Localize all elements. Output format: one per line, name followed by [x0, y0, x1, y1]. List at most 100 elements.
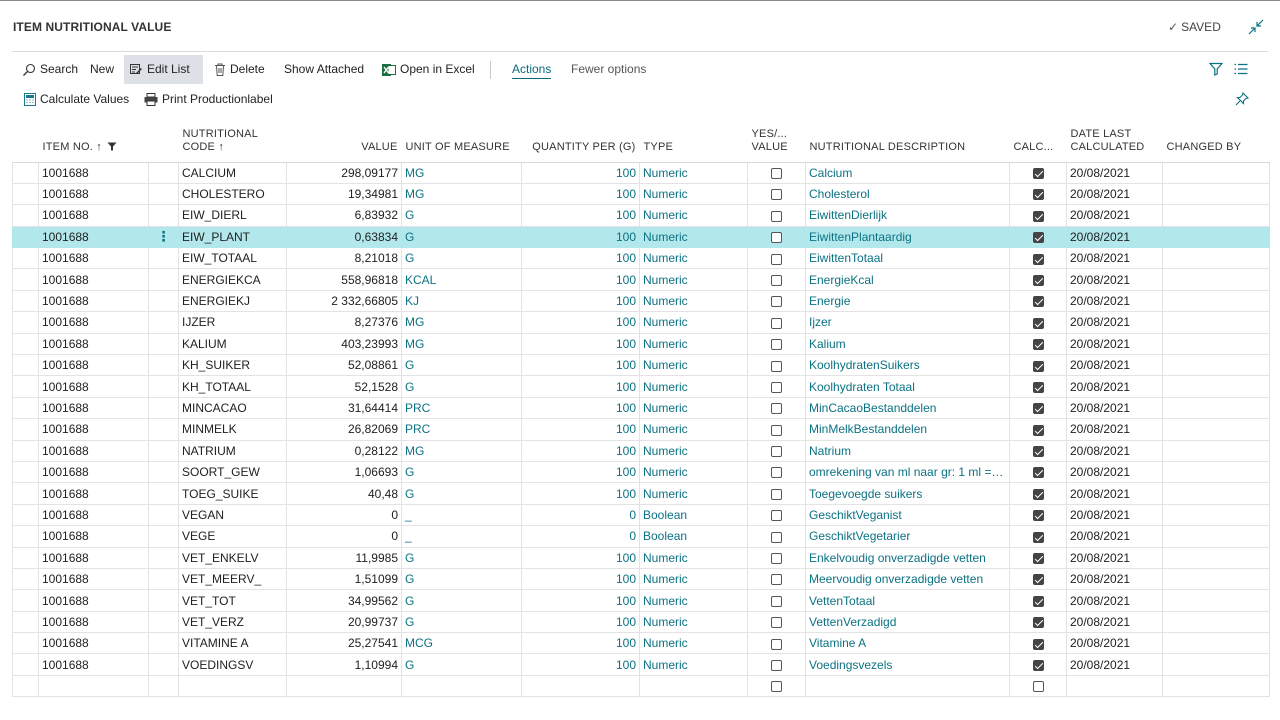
nutritional-code-cell[interactable]: MINMELK	[178, 418, 287, 441]
changed-by-cell[interactable]	[1162, 439, 1270, 462]
nutritional-code-cell[interactable]: ENERGIEKJ	[178, 289, 287, 313]
quantity-per-cell[interactable]: 100	[521, 375, 640, 398]
row-selector[interactable]	[12, 610, 39, 634]
changed-by-cell[interactable]	[1162, 375, 1270, 398]
changed-by-cell[interactable]	[1162, 289, 1270, 313]
item-no-cell[interactable]: 1001688	[38, 204, 149, 227]
nutritional-code-cell[interactable]: VET_VERZ	[178, 610, 287, 634]
quantity-per-cell[interactable]: 100	[521, 567, 640, 591]
item-no-cell[interactable]: 1001688	[38, 589, 149, 612]
item-no-cell[interactable]: 1001688	[38, 632, 149, 655]
row-menu-cell[interactable]	[148, 311, 179, 334]
nutritional-description-cell[interactable]: EiwittenTotaal	[805, 247, 1010, 270]
table-row[interactable]: 1001688 VITAMINE A 25,27541 MCG 100 Numeric Vi…	[12, 632, 1270, 655]
value-cell[interactable]: 0,28122	[286, 439, 402, 462]
row-selector[interactable]	[12, 311, 39, 334]
unit-of-measure-cell[interactable]: G	[401, 567, 522, 591]
table-row[interactable]: 1001688 IJZER 8,27376 MG 100 Numeric Ijzer 20/0…	[12, 311, 1270, 334]
table-row[interactable]: 1001688 VET_VERZ 20,99737 G 100 Numeric Vetten…	[12, 610, 1270, 634]
value-cell[interactable]: 31,64414	[286, 396, 402, 420]
row-selector[interactable]	[12, 439, 39, 462]
changed-by-cell[interactable]	[1162, 653, 1270, 676]
yes-no-checkbox[interactable]	[771, 317, 782, 329]
value-cell[interactable]: 403,23993	[286, 332, 402, 356]
quantity-per-cell[interactable]: 100	[521, 589, 640, 612]
value-cell[interactable]: 0	[286, 525, 402, 548]
unit-of-measure-cell[interactable]: MG	[401, 332, 522, 356]
row-selector[interactable]	[12, 525, 39, 548]
type-cell[interactable]: Numeric	[639, 289, 748, 313]
calculated-checkbox[interactable]	[1032, 360, 1044, 372]
calculated-checkbox[interactable]	[1032, 232, 1044, 244]
value-cell[interactable]: 6,83932	[286, 204, 402, 227]
nutritional-code-cell[interactable]: KH_SUIKER	[178, 354, 287, 377]
item-no-cell[interactable]: 1001688	[38, 546, 149, 569]
unit-of-measure-cell[interactable]: _	[401, 503, 522, 527]
value-cell[interactable]: 34,99562	[286, 589, 402, 612]
nutritional-description-cell[interactable]: EnergieKcal	[805, 268, 1010, 291]
changed-by-cell[interactable]	[1162, 268, 1270, 291]
calculated-checkbox[interactable]	[1032, 403, 1044, 415]
unit-of-measure-cell[interactable]: G	[401, 546, 522, 569]
value-cell[interactable]: 0	[286, 503, 402, 527]
column-header-calculated[interactable]: CALC...	[1009, 116, 1067, 163]
type-cell[interactable]: Numeric	[639, 546, 748, 569]
yes-no-checkbox[interactable]	[771, 595, 782, 607]
value-cell[interactable]: 2 332,66805	[286, 289, 402, 313]
changed-by-cell[interactable]	[1162, 632, 1270, 655]
calculated-checkbox[interactable]	[1032, 317, 1044, 329]
nutritional-description-cell[interactable]: Ijzer	[805, 311, 1010, 334]
row-menu-cell[interactable]	[148, 354, 179, 377]
empty-checkbox[interactable]	[1032, 681, 1044, 693]
table-row[interactable]: 1001688 KALIUM 403,23993 MG 100 Numeric Kalium…	[12, 332, 1270, 356]
nutritional-code-cell[interactable]: VET_TOT	[178, 589, 287, 612]
calculated-checkbox[interactable]	[1032, 510, 1044, 522]
date-last-calculated-cell[interactable]: 20/08/2021	[1066, 460, 1163, 484]
table-row[interactable]: 1001688 MINMELK 26,82069 PRC 100 Numeric MinMe…	[12, 418, 1270, 441]
yes-no-checkbox[interactable]	[771, 488, 782, 500]
table-row[interactable]: 1001688 MINCACAO 31,64414 PRC 100 Numeric MinC…	[12, 396, 1270, 420]
nutritional-code-cell[interactable]: SOORT_GEW	[178, 460, 287, 484]
calculated-checkbox[interactable]	[1032, 296, 1044, 308]
quantity-per-cell[interactable]: 100	[521, 332, 640, 356]
nutritional-code-cell[interactable]: IJZER	[178, 311, 287, 334]
nutritional-description-cell[interactable]: Energie	[805, 289, 1010, 313]
row-selector[interactable]	[12, 546, 39, 569]
nutritional-description-cell[interactable]: VettenVerzadigd	[805, 610, 1010, 634]
yes-no-checkbox[interactable]	[771, 274, 782, 286]
empty-cell[interactable]	[1009, 674, 1067, 698]
collapse-icon[interactable]	[1247, 18, 1265, 36]
item-no-cell[interactable]: 1001688	[38, 396, 149, 420]
quantity-per-cell[interactable]: 100	[521, 439, 640, 462]
nutritional-code-cell[interactable]: TOEG_SUIKE	[178, 482, 287, 505]
show-attached-button[interactable]: Show Attached	[278, 55, 370, 84]
changed-by-cell[interactable]	[1162, 610, 1270, 634]
table-row[interactable]: 1001688 SOORT_GEW 1,06693 G 100 Numeric omreke…	[12, 460, 1270, 484]
nutritional-code-cell[interactable]: KALIUM	[178, 332, 287, 356]
unit-of-measure-cell[interactable]: G	[401, 610, 522, 634]
row-menu-cell[interactable]	[148, 567, 179, 591]
quantity-per-cell[interactable]: 100	[521, 225, 640, 249]
quantity-per-cell[interactable]: 100	[521, 311, 640, 334]
unit-of-measure-cell[interactable]: G	[401, 482, 522, 505]
changed-by-cell[interactable]	[1162, 418, 1270, 441]
row-selector[interactable]	[12, 268, 39, 291]
yes-no-checkbox[interactable]	[771, 467, 782, 479]
changed-by-cell[interactable]	[1162, 182, 1270, 206]
quantity-per-cell[interactable]: 100	[521, 418, 640, 441]
item-no-cell[interactable]: 1001688	[38, 610, 149, 634]
yes-no-checkbox[interactable]	[771, 638, 782, 650]
row-menu-cell[interactable]: ⋮	[148, 225, 179, 249]
column-header-nutritional-code[interactable]: NUTRITIONAL CODE ↑	[178, 116, 287, 163]
table-row[interactable]: 1001688 KH_SUIKER 52,08861 G 100 Numeric Koolh…	[12, 354, 1270, 377]
item-no-cell[interactable]: 1001688	[38, 375, 149, 398]
yes-no-checkbox[interactable]	[771, 381, 782, 393]
row-menu-cell[interactable]	[148, 439, 179, 462]
row-selector[interactable]	[12, 247, 39, 270]
unit-of-measure-cell[interactable]: MG	[401, 439, 522, 462]
nutritional-description-cell[interactable]: GeschiktVeganist	[805, 503, 1010, 527]
type-cell[interactable]: Numeric	[639, 396, 748, 420]
row-menu-cell[interactable]	[148, 332, 179, 356]
unit-of-measure-cell[interactable]: _	[401, 525, 522, 548]
date-last-calculated-cell[interactable]: 20/08/2021	[1066, 268, 1163, 291]
